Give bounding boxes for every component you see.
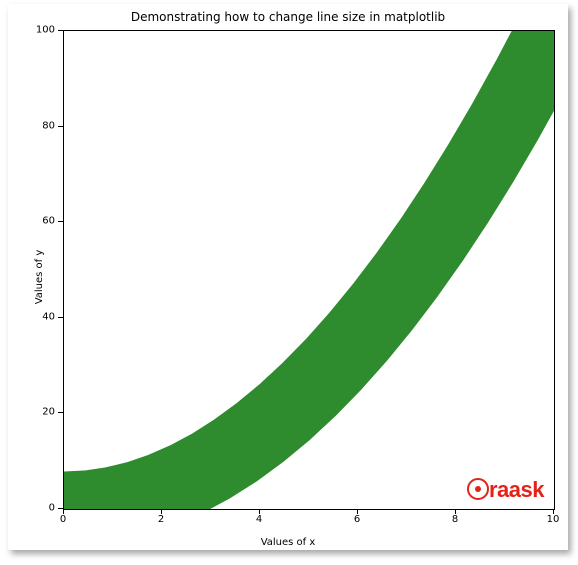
y-tick-label: 60 [33,216,55,227]
x-tick-label: 10 [547,514,560,525]
target-icon [467,478,489,500]
line-series [64,31,554,509]
y-tick-label: 20 [33,407,55,418]
watermark-logo: raask [467,477,544,503]
y-tick-label: 40 [33,311,55,322]
watermark-text: raask [489,477,544,502]
x-tick-label: 2 [158,514,164,525]
figure: Demonstrating how to change line size in… [8,4,568,550]
y-tick-label: 100 [33,25,55,36]
x-tick-label: 4 [256,514,262,525]
y-tick-mark [58,508,63,509]
x-tick-label: 6 [354,514,360,525]
chart-title: Demonstrating how to change line size in… [8,10,568,24]
y-tick-mark [58,126,63,127]
chart-canvas: Demonstrating how to change line size in… [0,0,578,565]
y-tick-mark [58,317,63,318]
target-dot-icon [475,486,481,492]
y-tick-label: 0 [33,503,55,514]
y-tick-mark [58,412,63,413]
x-tick-label: 0 [60,514,66,525]
y-tick-label: 80 [33,120,55,131]
x-tick-label: 8 [452,514,458,525]
plot-area: raask [63,30,555,510]
y-tick-mark [58,30,63,31]
y-tick-mark [58,221,63,222]
y-axis-label: Values of y [34,250,45,305]
x-axis-label: Values of x [8,537,568,548]
